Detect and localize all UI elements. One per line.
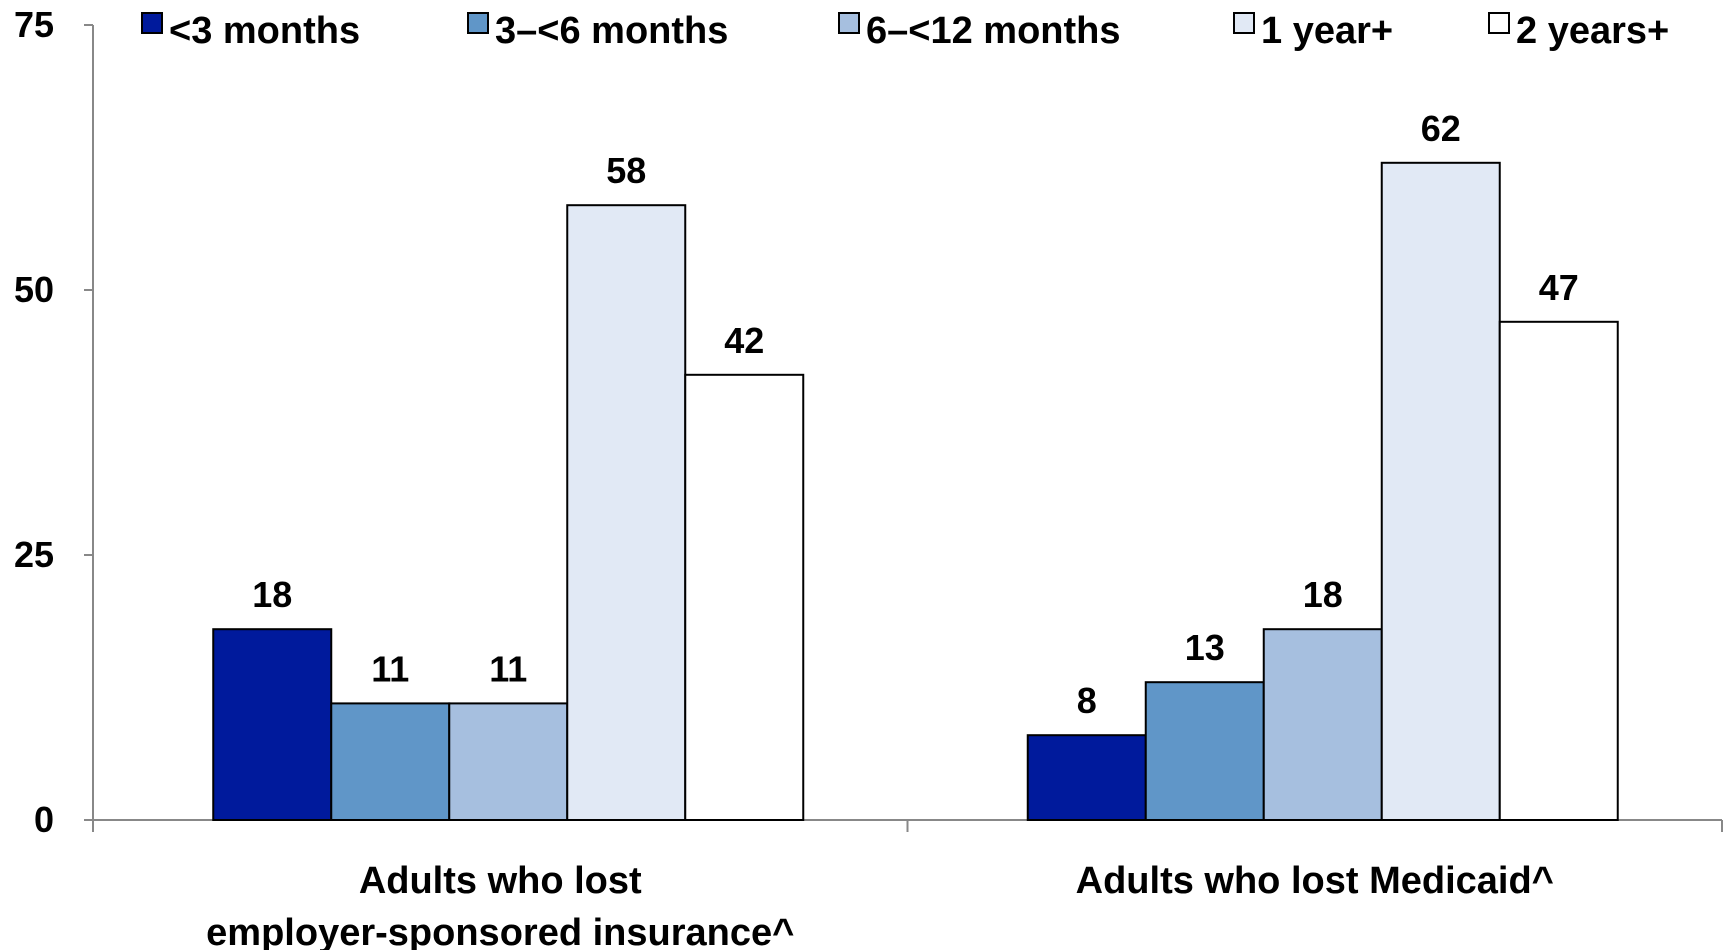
y-tick-label: 25 bbox=[14, 534, 54, 575]
bar bbox=[1498, 320, 1619, 821]
category-labels: Adults who lost employer-sponsored insura… bbox=[206, 860, 1554, 950]
bar bbox=[684, 373, 805, 821]
data-label: 42 bbox=[724, 320, 764, 361]
bar bbox=[330, 702, 451, 822]
legend-label: 2 years+ bbox=[1516, 10, 1669, 52]
bar bbox=[1026, 734, 1147, 822]
bar bbox=[1144, 681, 1265, 822]
data-label: 11 bbox=[371, 648, 409, 689]
data-label: 58 bbox=[606, 150, 646, 191]
legend-swatch bbox=[1488, 12, 1510, 34]
bars bbox=[212, 161, 1619, 822]
category-label: employer-sponsored insurance^ bbox=[206, 912, 794, 950]
legend-swatch bbox=[838, 12, 860, 34]
category-label: Adults who lost bbox=[359, 860, 642, 902]
legend: <3 months 3–<6 months 6–<12 months 1 year+ 2… bbox=[141, 10, 1669, 52]
data-label: 18 bbox=[1303, 574, 1343, 615]
bar bbox=[1380, 161, 1501, 822]
data-label: 11 bbox=[489, 648, 527, 689]
legend-swatch bbox=[1233, 12, 1255, 34]
legend-label: 6–<12 months bbox=[866, 10, 1121, 52]
bar bbox=[566, 204, 687, 821]
legend-label: <3 months bbox=[169, 10, 360, 52]
bar bbox=[212, 628, 333, 822]
data-label: 62 bbox=[1421, 108, 1461, 149]
data-label: 18 bbox=[252, 574, 292, 615]
legend-swatch bbox=[141, 12, 163, 34]
data-label: 47 bbox=[1539, 267, 1579, 308]
data-label: 8 bbox=[1077, 680, 1097, 721]
y-tick-label: 0 bbox=[34, 799, 54, 840]
y-tick-label: 50 bbox=[14, 269, 54, 310]
bar bbox=[448, 702, 569, 822]
category-label: Adults who lost Medicaid^ bbox=[1076, 860, 1554, 902]
legend-label: 1 year+ bbox=[1261, 10, 1393, 52]
data-label: 13 bbox=[1185, 627, 1225, 668]
legend-swatch bbox=[467, 12, 489, 34]
legend-label: 3–<6 months bbox=[495, 10, 728, 52]
data-labels: 18 11 11 58 42 8 13 18 62 47 bbox=[252, 108, 1579, 721]
y-tick-label: 75 bbox=[14, 4, 54, 45]
bar bbox=[1262, 628, 1383, 822]
